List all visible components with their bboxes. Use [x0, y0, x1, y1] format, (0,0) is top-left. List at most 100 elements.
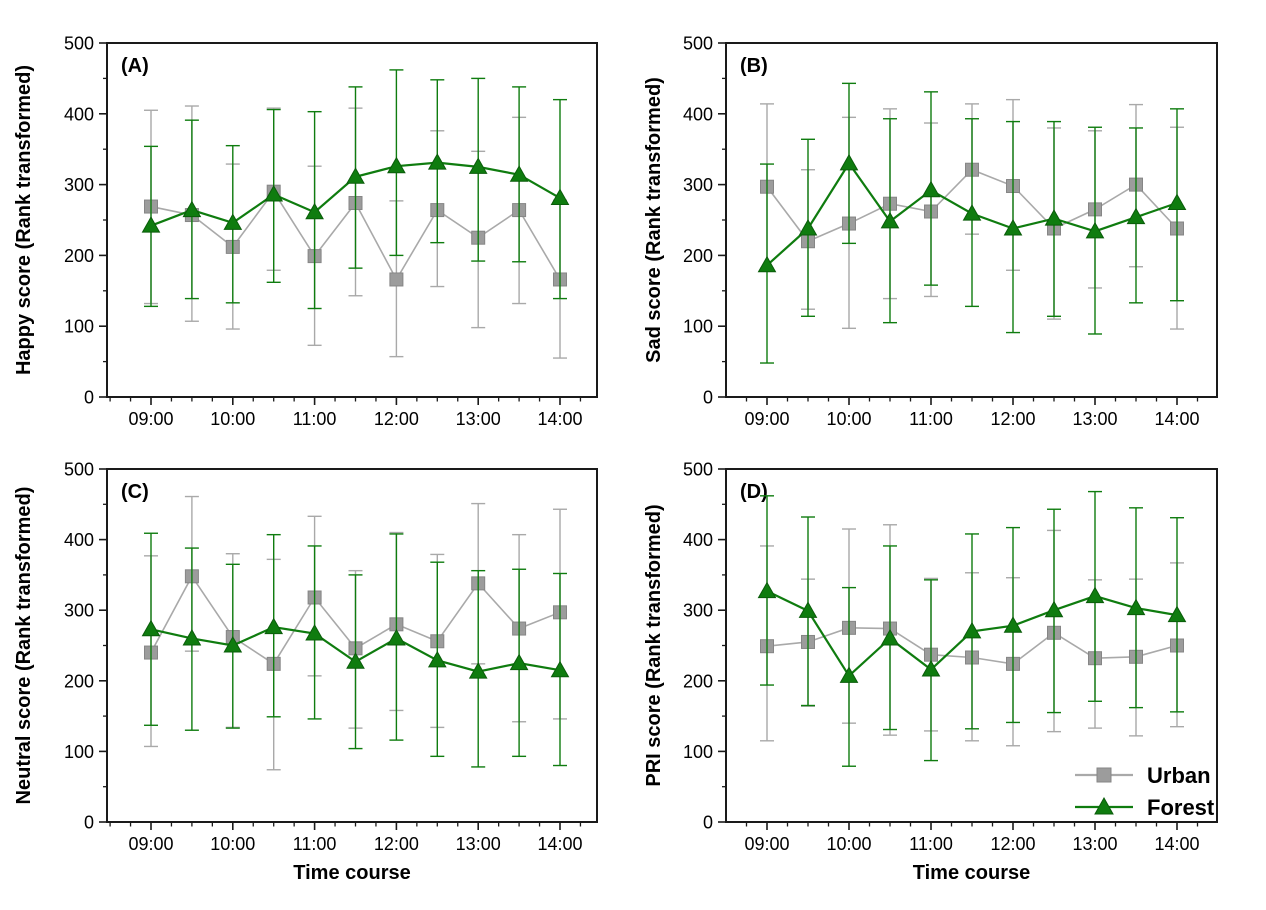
marker-forest [1126, 598, 1146, 616]
y-axis: 0 100 200 300 400 500 [64, 34, 107, 408]
x-tick-label: 09:00 [128, 409, 173, 429]
marker-forest [387, 156, 406, 174]
marker-forest [1044, 209, 1064, 226]
x-tick-label: 13:00 [456, 409, 501, 429]
y-tick-label: 400 [64, 104, 94, 124]
y-axis: 0 100 200 300 400 500 [64, 460, 107, 833]
x-tick-label: 13:00 [1072, 834, 1117, 854]
y-tick-label: 500 [64, 34, 94, 54]
marker-forest [264, 617, 284, 635]
x-tick-label: 09:00 [744, 834, 789, 854]
series-markers-forest [141, 153, 570, 233]
marker-forest [1126, 207, 1146, 225]
marker-forest [141, 619, 161, 637]
y-tick-label: 400 [683, 530, 713, 550]
chart-pri-score: 0 100 200 300 400 500 09:00 10:00 11:00 12:00 13:0… [643, 460, 1218, 884]
plot-box [106, 42, 598, 398]
y-tick-label: 400 [64, 530, 94, 550]
marker-forest [1003, 616, 1023, 633]
marker-forest [387, 628, 406, 646]
panel-neutral: 0 100 200 300 400 500 09:00 10:00 11:00 12:00 13:0… [0, 430, 633, 910]
chart-sad-score: 0 100 200 300 400 500 09:00 10:00 11:00 12:00 13:0… [643, 34, 1218, 429]
marker-forest [427, 650, 447, 668]
marker-forest [509, 165, 529, 182]
panel-letter: (C) [121, 481, 149, 503]
y-tick-label: 100 [683, 317, 713, 337]
y-tick-label: 100 [683, 742, 713, 762]
y-tick-label: 500 [683, 460, 713, 480]
x-tick-label: 11:00 [293, 834, 337, 854]
x-tick-label: 14:00 [537, 409, 582, 429]
marker-forest [509, 653, 529, 671]
y-tick-label: 100 [64, 742, 94, 762]
panel-pri: 0 100 200 300 400 500 09:00 10:00 11:00 12:00 13:0… [633, 430, 1266, 910]
x-tick-label: 11:00 [909, 834, 953, 854]
y-axis-title: Neutral score (Rank transformed) [13, 487, 35, 805]
y-tick-label: 200 [64, 246, 94, 266]
marker-forest [921, 659, 941, 677]
marker-forest [1085, 221, 1105, 239]
y-tick-label: 300 [683, 601, 713, 621]
x-axis-title: Time course [293, 862, 410, 884]
series-markers-forest [757, 153, 1187, 273]
marker-forest [141, 216, 161, 233]
marker-forest [1085, 586, 1105, 604]
marker-forest [264, 184, 284, 202]
x-tick-label: 10:00 [210, 409, 255, 429]
marker-forest [757, 581, 777, 599]
x-tick-label: 11:00 [293, 409, 337, 429]
marker-forest [182, 628, 202, 646]
y-tick-label: 500 [64, 460, 94, 480]
x-tick-label: 14:00 [1154, 409, 1199, 429]
marker-forest [757, 255, 777, 273]
y-tick-label: 400 [683, 104, 713, 124]
y-tick-label: 200 [683, 246, 713, 266]
x-tick-label: 13:00 [456, 834, 501, 854]
y-tick-label: 300 [64, 601, 94, 621]
x-tick-label: 10:00 [210, 834, 255, 854]
marker-forest [839, 666, 859, 683]
marker-forest [962, 621, 982, 639]
marker-forest [1167, 605, 1187, 623]
legend-marker-square [1096, 767, 1112, 783]
marker-forest [1003, 218, 1023, 236]
marker-urban [389, 272, 404, 287]
chart-neutral-score: 0 100 200 300 400 500 09:00 10:00 11:00 12:00 13:0… [13, 460, 598, 884]
y-axis: 0 100 200 300 400 500 [683, 34, 726, 408]
x-tick-label: 11:00 [909, 409, 953, 429]
marker-forest [427, 153, 447, 170]
marker-forest [305, 202, 324, 220]
x-tick-label: 09:00 [128, 834, 173, 854]
x-axis-title: Time course [913, 862, 1030, 884]
marker-forest [550, 660, 570, 678]
marker-forest [798, 601, 818, 618]
series-markers-forest [141, 617, 570, 679]
y-tick-label: 500 [683, 34, 713, 54]
series-markers-forest [757, 581, 1187, 683]
error-bars-forest [144, 532, 567, 768]
y-tick-label: 0 [703, 813, 713, 833]
y-tick-label: 0 [703, 388, 713, 408]
marker-forest [223, 635, 243, 653]
y-tick-label: 0 [84, 813, 94, 833]
x-axis: 09:00 10:00 11:00 12:00 13:00 14:00 [744, 822, 1200, 854]
marker-forest [346, 652, 365, 669]
x-tick-label: 14:00 [537, 834, 582, 854]
marker-forest [962, 204, 982, 221]
marker-forest [468, 157, 488, 174]
panel-letter: (B) [740, 55, 768, 77]
marker-forest [880, 211, 900, 229]
marker-forest [1167, 193, 1187, 211]
x-tick-label: 10:00 [826, 409, 871, 429]
marker-forest [921, 180, 941, 198]
legend-label-forest: Forest [1147, 795, 1215, 820]
y-axis: 0 100 200 300 400 500 [683, 460, 726, 833]
marker-forest [880, 628, 900, 646]
x-tick-label: 12:00 [990, 834, 1035, 854]
marker-forest [839, 153, 859, 171]
y-axis-title: Sad score (Rank transformed) [643, 77, 665, 363]
panel-letter: (A) [121, 55, 149, 77]
marker-forest [1044, 600, 1064, 618]
chart-happy-score: 0 100 200 300 400 500 09:00 10:00 11:00 12:00 13:0… [13, 34, 598, 429]
